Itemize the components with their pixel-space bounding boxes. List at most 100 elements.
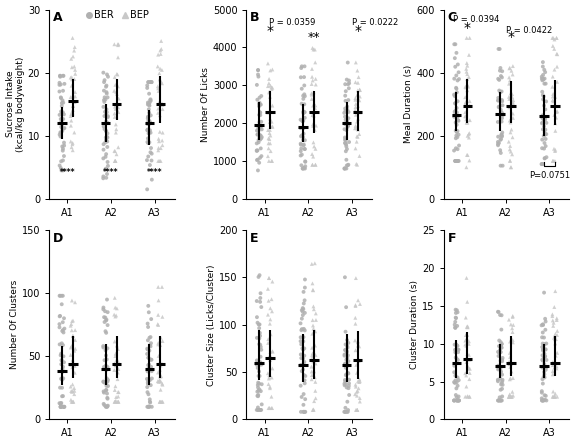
- Point: [542, 357, 551, 364]
- Point: [299, 333, 308, 341]
- Point: [268, 348, 277, 355]
- Point: [551, 93, 560, 100]
- Point: [450, 147, 459, 154]
- Point: [102, 118, 111, 125]
- Point: [254, 139, 263, 146]
- Point: [307, 90, 316, 97]
- Point: [538, 346, 547, 353]
- Point: [540, 350, 549, 357]
- Point: [67, 321, 76, 328]
- Point: [498, 376, 507, 383]
- Point: [311, 145, 320, 152]
- Point: [509, 97, 518, 104]
- Point: [452, 341, 461, 348]
- Point: [462, 151, 471, 159]
- Point: [451, 354, 461, 361]
- Point: [268, 348, 277, 355]
- Point: [298, 92, 308, 99]
- Point: [296, 152, 305, 159]
- Point: [102, 89, 111, 96]
- Point: [539, 334, 549, 341]
- Point: [507, 393, 516, 400]
- Point: [549, 319, 558, 326]
- Point: [253, 388, 262, 395]
- Y-axis label: Number Of Clusters: Number Of Clusters: [10, 280, 19, 369]
- Point: [67, 55, 76, 62]
- Point: [99, 363, 109, 370]
- Point: [300, 114, 309, 121]
- Point: [255, 272, 264, 279]
- Point: [309, 143, 319, 150]
- Point: [355, 301, 365, 308]
- Point: [451, 392, 461, 399]
- Point: [342, 384, 351, 391]
- Point: [255, 332, 264, 339]
- Point: [103, 395, 112, 402]
- Point: [56, 350, 66, 357]
- Point: [548, 158, 557, 165]
- Point: [452, 104, 461, 111]
- Point: [451, 119, 460, 126]
- Point: [265, 119, 274, 126]
- Point: [341, 346, 350, 353]
- Point: [343, 117, 352, 124]
- Point: [146, 149, 155, 156]
- Point: [551, 114, 561, 121]
- Point: [496, 365, 505, 373]
- Point: [539, 102, 549, 109]
- Point: [537, 322, 546, 329]
- Point: [538, 380, 547, 387]
- Point: [454, 142, 463, 149]
- Point: [463, 71, 472, 78]
- Point: [496, 386, 505, 393]
- Point: [101, 108, 110, 115]
- Point: [102, 403, 112, 410]
- Point: [505, 376, 515, 383]
- Point: [99, 175, 108, 182]
- Point: [498, 129, 507, 136]
- Point: [508, 339, 518, 346]
- Point: [296, 116, 305, 123]
- Point: [497, 341, 507, 348]
- Point: [340, 126, 349, 133]
- Point: [252, 361, 262, 369]
- Point: [344, 339, 353, 346]
- Point: [553, 393, 562, 400]
- Point: [252, 140, 262, 147]
- Point: [462, 274, 471, 281]
- Point: [451, 145, 461, 152]
- Point: [465, 34, 474, 41]
- Point: [341, 148, 350, 155]
- Point: [300, 137, 309, 144]
- Point: [497, 397, 507, 404]
- Point: [344, 380, 354, 387]
- Point: [147, 340, 156, 347]
- Point: [56, 403, 66, 410]
- Point: [342, 127, 351, 134]
- Point: [538, 397, 547, 404]
- Point: [549, 91, 558, 98]
- Point: [351, 391, 360, 398]
- Point: [454, 158, 463, 165]
- Point: [342, 371, 351, 378]
- Point: [144, 376, 154, 383]
- Point: [494, 76, 504, 83]
- Point: [254, 406, 263, 413]
- Point: [540, 66, 549, 73]
- Point: [342, 349, 351, 356]
- Point: [266, 140, 275, 147]
- Point: [506, 375, 515, 382]
- Point: [465, 369, 474, 377]
- Point: [461, 393, 470, 400]
- Point: [541, 143, 550, 150]
- Point: [450, 108, 459, 115]
- Point: [451, 349, 460, 356]
- Point: [308, 102, 317, 109]
- Point: [255, 386, 264, 393]
- Text: C: C: [447, 12, 457, 24]
- Point: [299, 325, 308, 333]
- Point: [112, 129, 121, 136]
- Point: [453, 346, 462, 353]
- Point: [497, 356, 507, 363]
- Point: [343, 343, 352, 350]
